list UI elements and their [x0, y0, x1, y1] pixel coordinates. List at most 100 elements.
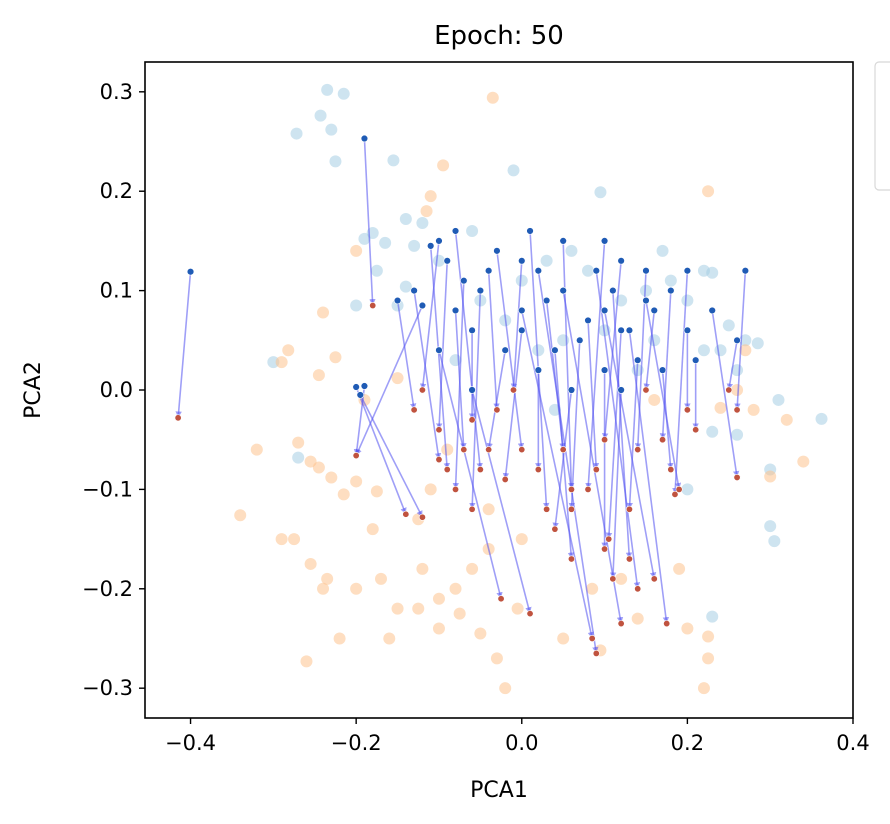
class-b-point [557, 632, 570, 645]
trajectory-start-point [418, 301, 427, 310]
class-b-point [764, 470, 777, 483]
class-b-point [697, 682, 710, 695]
chart-title: Epoch: 50 [434, 21, 564, 51]
class-a-point [681, 483, 694, 496]
trajectory-end-point [659, 436, 667, 444]
trajectory-arrow [587, 320, 600, 470]
class-b-point [466, 562, 479, 575]
trajectory-arrow [672, 270, 689, 495]
class-a-point [565, 244, 578, 257]
trajectory-start-point [468, 386, 476, 394]
class-a-point [664, 274, 677, 287]
trajectory-end-point [402, 510, 410, 518]
y-tick-label: 0.1 [100, 279, 133, 303]
trajectory-end-point [526, 610, 534, 618]
trajectory-start-point [443, 257, 451, 265]
trajectory-start-point [600, 237, 609, 245]
class-b-point [474, 627, 487, 640]
class-a-point [706, 266, 719, 279]
class-b-point [702, 652, 715, 665]
class-a-point [815, 412, 828, 425]
trajectory-start-point [600, 366, 609, 374]
trajectory-arrow [413, 290, 442, 460]
class-b-point [681, 622, 694, 635]
class-a-point [697, 344, 710, 357]
trajectory-start-point [534, 267, 543, 275]
trajectory-arrow [454, 310, 467, 450]
class-b-point [731, 384, 744, 396]
trajectory-start-point [493, 247, 501, 255]
class-b-point [416, 562, 429, 575]
class-a-point [706, 425, 719, 438]
trajectory-end-point [667, 466, 675, 474]
class-b-point [366, 523, 379, 536]
trajectory-end-point [551, 525, 559, 533]
trajectory-end-point [509, 386, 517, 394]
class-b-point [292, 436, 305, 449]
trajectory-arrow [438, 350, 503, 599]
trajectory-start-point [559, 286, 567, 295]
class-a-point [751, 337, 764, 350]
class-a-point [540, 254, 553, 267]
trajectory-arrow [562, 240, 575, 490]
class-b-point [482, 503, 495, 516]
class-a-point [325, 123, 338, 136]
class-b-point [432, 592, 445, 605]
trajectory-arrow [734, 270, 747, 410]
class-a-point [358, 232, 371, 245]
trajectory-end-point [418, 513, 426, 521]
class-a-point [370, 264, 383, 277]
y-tick-label: −0.3 [82, 676, 133, 700]
trajectory-end-point [592, 466, 600, 474]
trajectory-end-point [493, 406, 501, 414]
class-b-point [391, 372, 404, 385]
trajectory-end-point [634, 585, 642, 593]
trajectory-end-point [683, 406, 691, 414]
class-b-point [321, 572, 334, 585]
class-b-point [333, 632, 346, 645]
trajectory-end-point [501, 475, 509, 483]
trajectory-start-point [576, 336, 584, 345]
y-tick-label: −0.2 [82, 577, 133, 601]
class-b-point [370, 485, 383, 498]
class-a-point [329, 155, 342, 168]
class-b-point [511, 602, 524, 615]
trajectory-end-point [460, 446, 468, 454]
trajectory-end-point [174, 414, 182, 422]
class-a-point [722, 319, 735, 332]
trajectory-start-point [460, 276, 468, 285]
trajectory-arrow [628, 330, 670, 624]
trajectory-end-point [617, 620, 625, 628]
class-b-point [714, 401, 727, 414]
class-a-point [582, 264, 595, 277]
class-b-point [702, 185, 715, 198]
class-b-point [350, 475, 363, 488]
trajectory-end-point [468, 416, 476, 424]
trajectory-end-point [435, 456, 443, 464]
class-b-point [780, 413, 793, 426]
class-b-point [329, 351, 342, 364]
class-b-point [325, 471, 338, 484]
class-b-point [673, 562, 686, 575]
trajectory-start-point [609, 286, 617, 295]
x-axis-label: PCA1 [470, 778, 528, 803]
y-axis-label: PCA2 [21, 361, 46, 419]
trajectory-arrow [469, 290, 482, 510]
trajectory-end-point [410, 406, 418, 414]
trajectory-start-point [650, 306, 658, 315]
class-b-point [275, 356, 288, 369]
class-b-point [300, 655, 313, 668]
class-b-point [490, 652, 503, 665]
y-axis: 0.3 0.2 0.1 0.0 −0.1 −0.2 −0.3 [82, 80, 145, 700]
class-a-point [432, 254, 445, 267]
trajectory-arrow [711, 310, 740, 478]
trajectory-start-point [526, 227, 534, 235]
trajectory-start-point [542, 296, 551, 305]
class-a-point [267, 356, 280, 369]
trajectory-arrow [353, 385, 366, 456]
class-b-point [586, 582, 599, 595]
class-a-point [706, 610, 719, 623]
class-b-point [391, 602, 404, 615]
trajectory-start-point [617, 386, 625, 394]
